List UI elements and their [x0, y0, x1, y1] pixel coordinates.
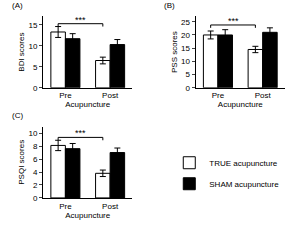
svg-text:Post: Post: [255, 91, 272, 100]
svg-text:TRUE acupuncture: TRUE acupuncture: [209, 159, 278, 168]
svg-text:15: 15: [29, 21, 38, 30]
svg-text:2: 2: [33, 181, 38, 190]
svg-text:***: ***: [75, 128, 86, 138]
svg-text:***: ***: [75, 15, 86, 25]
svg-text:Post: Post: [102, 202, 119, 211]
svg-text:20: 20: [181, 31, 190, 40]
svg-text:(C): (C): [12, 111, 23, 120]
svg-text:Acupuncture: Acupuncture: [65, 211, 110, 220]
svg-text:Acupuncture: Acupuncture: [218, 100, 263, 109]
svg-text:PSS scores: PSS scores: [170, 31, 179, 73]
svg-text:Acupuncture: Acupuncture: [65, 100, 110, 109]
svg-text:15: 15: [181, 44, 190, 53]
svg-text:Pre: Pre: [59, 91, 72, 100]
svg-text:BDI scores: BDI scores: [17, 33, 26, 72]
svg-text:10: 10: [29, 42, 38, 51]
svg-text:PSQI scores: PSQI scores: [17, 140, 26, 185]
svg-text:Pre: Pre: [59, 202, 72, 211]
svg-text:5: 5: [186, 70, 191, 79]
svg-text:4: 4: [33, 168, 38, 177]
svg-text:8: 8: [33, 142, 38, 151]
svg-text:6: 6: [33, 155, 38, 164]
svg-text:10: 10: [29, 129, 38, 138]
svg-text:(A): (A): [12, 1, 23, 10]
svg-text:SHAM acupuncture: SHAM acupuncture: [209, 180, 279, 189]
svg-text:0: 0: [186, 84, 191, 93]
svg-text:Post: Post: [102, 91, 119, 100]
svg-text:10: 10: [181, 57, 190, 66]
svg-text:***: ***: [228, 16, 239, 26]
svg-text:25: 25: [181, 18, 190, 27]
svg-text:(B): (B): [164, 1, 175, 10]
svg-text:0: 0: [33, 194, 38, 203]
svg-text:0: 0: [33, 84, 38, 93]
svg-text:Pre: Pre: [212, 91, 225, 100]
svg-text:5: 5: [33, 63, 38, 72]
